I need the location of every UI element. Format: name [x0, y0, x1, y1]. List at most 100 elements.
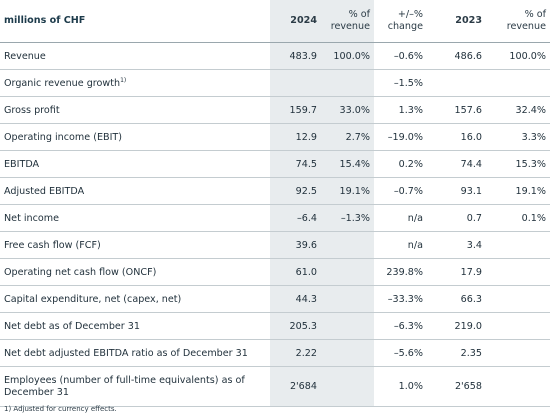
pct-revenue-2024: 33.0%: [321, 96, 374, 124]
change-percent: –6.3%: [374, 312, 427, 340]
header-pct-2023-line1: % of: [524, 9, 546, 20]
row-label: Free cash flow (FCF): [0, 231, 270, 259]
table-row: Revenue 483.9 100.0% –0.6% 486.6 100.0%: [0, 42, 550, 70]
value-2023: 2.35: [427, 339, 486, 367]
value-2023: 0.7: [427, 204, 486, 232]
row-label: Employees (number of full-time equivalen…: [0, 366, 270, 407]
row-label: Revenue: [0, 42, 270, 70]
pct-revenue-2024: [321, 285, 374, 313]
pct-revenue-2024: [321, 366, 374, 407]
pct-revenue-2023: [486, 69, 550, 97]
table-row: Capital expenditure, net (capex, net) 44.…: [0, 285, 550, 313]
pct-revenue-2024: [321, 258, 374, 286]
table-row: Gross profit 159.7 33.0% 1.3% 157.6 32.4%: [0, 96, 550, 124]
row-label-text: Operating net cash flow (ONCF): [4, 266, 157, 278]
table-row: Employees (number of full-time equivalen…: [0, 366, 550, 407]
change-percent: 239.8%: [374, 258, 427, 286]
header-pct-2024-line1: % of: [348, 9, 370, 20]
row-label: Net debt as of December 31: [0, 312, 270, 340]
row-label-text: Revenue: [4, 50, 46, 62]
change-percent: 1.0%: [374, 366, 427, 407]
pct-revenue-2023: [486, 285, 550, 313]
row-label-text: Net debt as of December 31: [4, 320, 141, 332]
header-change: +/–% change: [374, 0, 427, 43]
header-pct-2023: % of revenue: [486, 0, 550, 43]
pct-revenue-2023: 32.4%: [486, 96, 550, 124]
value-2024: [270, 69, 321, 97]
change-percent: –5.6%: [374, 339, 427, 367]
pct-revenue-2023: 19.1%: [486, 177, 550, 205]
header-label: millions of CHF: [4, 15, 86, 26]
row-label-text: Free cash flow (FCF): [4, 239, 101, 251]
pct-revenue-2023: [486, 339, 550, 367]
value-2023: 66.3: [427, 285, 486, 313]
pct-revenue-2024: [321, 312, 374, 340]
key-figures-table: millions of CHF 2024 % of revenue +/–% cha…: [0, 0, 550, 407]
value-2024: 39.6: [270, 231, 321, 259]
pct-revenue-2024: –1.3%: [321, 204, 374, 232]
row-label: Net income: [0, 204, 270, 232]
value-2023: 3.4: [427, 231, 486, 259]
value-2024: 74.5: [270, 150, 321, 178]
value-2024: 44.3: [270, 285, 321, 313]
row-label-text: Net debt adjusted EBITDA ratio as of Dec…: [4, 347, 248, 359]
table-row: Adjusted EBITDA 92.5 19.1% –0.7% 93.1 19.1%: [0, 177, 550, 205]
table-row: Operating income (EBIT) 12.9 2.7% –19.0% 16.…: [0, 123, 550, 151]
value-2023: 486.6: [427, 42, 486, 70]
footnote: 1) Adjusted for currency effects.: [4, 405, 117, 413]
value-2023: [427, 69, 486, 97]
pct-revenue-2023: [486, 312, 550, 340]
change-percent: –33.3%: [374, 285, 427, 313]
value-2024: 159.7: [270, 96, 321, 124]
header-pct-2023-line2: revenue: [506, 21, 546, 32]
pct-revenue-2023: 3.3%: [486, 123, 550, 151]
change-percent: –0.7%: [374, 177, 427, 205]
row-label: EBITDA: [0, 150, 270, 178]
header-change-line2: change: [387, 21, 423, 32]
header-row: millions of CHF 2024 % of revenue +/–% cha…: [0, 0, 550, 43]
row-label-text: Employees (number of full-time equivalen…: [4, 374, 245, 398]
pct-revenue-2024: 19.1%: [321, 177, 374, 205]
value-2024: 2.22: [270, 339, 321, 367]
pct-revenue-2023: [486, 366, 550, 407]
pct-revenue-2024: 100.0%: [321, 42, 374, 70]
row-label: Adjusted EBITDA: [0, 177, 270, 205]
table-row: Organic revenue growth1) –1.5%: [0, 69, 550, 97]
value-2024: –6.4: [270, 204, 321, 232]
header-pct-2024-line2: revenue: [330, 21, 370, 32]
value-2023: 17.9: [427, 258, 486, 286]
row-label-text: Adjusted EBITDA: [4, 185, 85, 197]
pct-revenue-2023: 0.1%: [486, 204, 550, 232]
change-percent: –19.0%: [374, 123, 427, 151]
change-percent: n/a: [374, 231, 427, 259]
header-2024: 2024: [270, 0, 321, 43]
row-label-text: Net income: [4, 212, 60, 224]
change-percent: 1.3%: [374, 96, 427, 124]
row-label: Capital expenditure, net (capex, net): [0, 285, 270, 313]
row-label-text: Capital expenditure, net (capex, net): [4, 293, 182, 305]
pct-revenue-2023: [486, 258, 550, 286]
pct-revenue-2024: [321, 69, 374, 97]
pct-revenue-2024: 2.7%: [321, 123, 374, 151]
pct-revenue-2024: [321, 231, 374, 259]
footnote-marker: 1): [120, 76, 127, 84]
row-label: Net debt adjusted EBITDA ratio as of Dec…: [0, 339, 270, 367]
table-row: Net debt as of December 31 205.3 –6.3% 219.…: [0, 312, 550, 340]
value-2023: 16.0: [427, 123, 486, 151]
header-2023: 2023: [455, 15, 482, 26]
change-percent: –0.6%: [374, 42, 427, 70]
pct-revenue-2023: [486, 231, 550, 259]
value-2024: 2'684: [270, 366, 321, 407]
table-row: Free cash flow (FCF) 39.6 n/a 3.4: [0, 231, 550, 259]
pct-revenue-2023: 100.0%: [486, 42, 550, 70]
pct-revenue-2023: 15.3%: [486, 150, 550, 178]
table-row: EBITDA 74.5 15.4% 0.2% 74.4 15.3%: [0, 150, 550, 178]
value-2023: 219.0: [427, 312, 486, 340]
pct-revenue-2024: [321, 339, 374, 367]
row-label-text: Gross profit: [4, 104, 60, 116]
row-label-text: Operating income (EBIT): [4, 131, 123, 143]
change-percent: –1.5%: [374, 69, 427, 97]
row-label-text: EBITDA: [4, 158, 40, 170]
pct-revenue-2024: 15.4%: [321, 150, 374, 178]
table-body: Revenue 483.9 100.0% –0.6% 486.6 100.0% Organi…: [0, 42, 550, 407]
